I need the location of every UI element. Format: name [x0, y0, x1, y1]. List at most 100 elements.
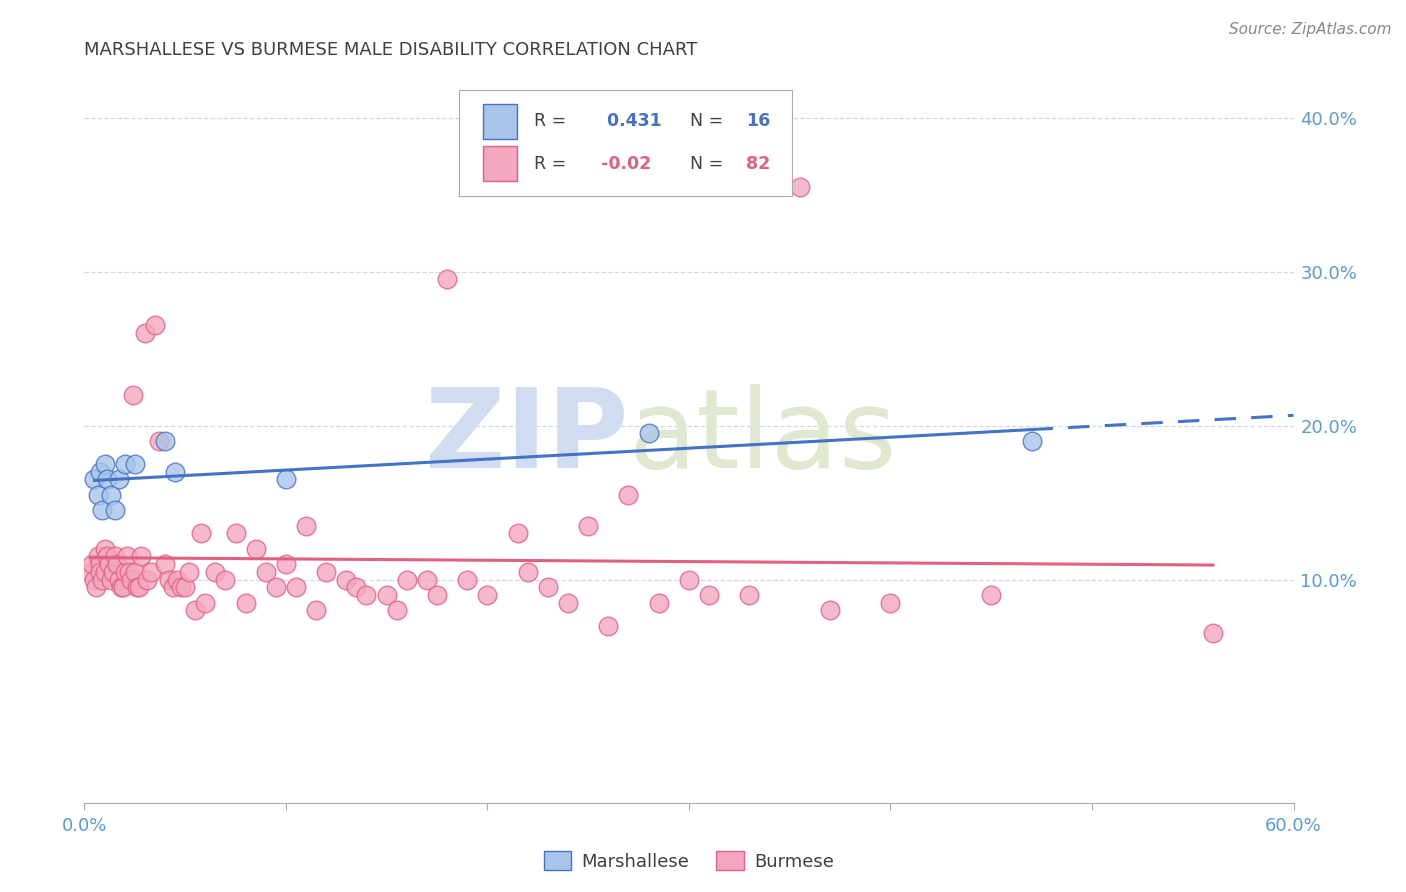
Point — [274, 557, 297, 571]
Point — [125, 580, 148, 594]
Point — [86, 580, 108, 594]
Point — [285, 580, 308, 594]
Text: MARSHALLESE VS BURMESE MALE DISABILITY CORRELATION CHART: MARSHALLESE VS BURMESE MALE DISABILITY C… — [84, 41, 697, 59]
Point — [93, 565, 115, 579]
Point — [214, 573, 236, 587]
Point — [678, 573, 700, 587]
Point — [557, 596, 579, 610]
Point — [111, 580, 134, 594]
Point — [305, 603, 328, 617]
Point — [114, 565, 136, 579]
Point — [335, 573, 357, 587]
Point — [79, 565, 101, 579]
Point — [153, 557, 176, 571]
Text: Source: ZipAtlas.com: Source: ZipAtlas.com — [1229, 22, 1392, 37]
Point — [204, 565, 226, 579]
Point — [121, 388, 143, 402]
Point — [100, 488, 122, 502]
Point — [107, 573, 129, 587]
Point — [235, 596, 257, 610]
Point — [104, 503, 127, 517]
Point — [101, 565, 124, 579]
Point — [516, 565, 538, 579]
Point — [170, 580, 193, 594]
Point — [100, 573, 122, 587]
Point — [105, 557, 128, 571]
Point — [506, 526, 529, 541]
FancyBboxPatch shape — [484, 103, 517, 138]
Point — [617, 488, 640, 502]
Point — [148, 434, 170, 448]
Point — [124, 457, 146, 471]
Point — [315, 565, 337, 579]
Text: atlas: atlas — [628, 384, 897, 491]
Point — [165, 465, 187, 479]
Point — [436, 272, 458, 286]
Point — [980, 588, 1002, 602]
Point — [153, 434, 176, 448]
Point — [91, 503, 114, 517]
Point — [477, 588, 499, 602]
Point — [245, 541, 267, 556]
Point — [426, 588, 449, 602]
Point — [89, 565, 111, 579]
Point — [598, 618, 620, 632]
Point — [139, 565, 162, 579]
Point — [738, 588, 761, 602]
Point — [295, 518, 318, 533]
Legend: Marshallese, Burmese: Marshallese, Burmese — [536, 844, 842, 878]
Text: 82: 82 — [745, 154, 770, 172]
Point — [254, 565, 277, 579]
Point — [456, 573, 478, 587]
Text: R =: R = — [534, 154, 572, 172]
Point — [194, 596, 217, 610]
Point — [83, 573, 105, 587]
Point — [93, 457, 115, 471]
Point — [789, 179, 811, 194]
Point — [91, 573, 114, 587]
Point — [375, 588, 398, 602]
Text: N =: N = — [679, 154, 730, 172]
Point — [637, 426, 659, 441]
Point — [135, 573, 157, 587]
Text: R =: R = — [534, 112, 572, 130]
Point — [166, 573, 188, 587]
Text: 16: 16 — [745, 112, 770, 130]
Point — [114, 457, 136, 471]
Point — [818, 603, 841, 617]
Point — [87, 549, 110, 564]
Point — [190, 526, 212, 541]
Point — [118, 565, 141, 579]
Point — [120, 573, 142, 587]
FancyBboxPatch shape — [460, 90, 792, 195]
Point — [184, 603, 207, 617]
Point — [96, 472, 118, 486]
Point — [104, 549, 127, 564]
Point — [110, 580, 132, 594]
Point — [174, 580, 197, 594]
Point — [96, 549, 118, 564]
Point — [162, 580, 184, 594]
Point — [274, 472, 297, 486]
Text: N =: N = — [679, 112, 730, 130]
Point — [225, 526, 247, 541]
Point — [157, 573, 180, 587]
Point — [129, 549, 152, 564]
Point — [697, 588, 720, 602]
Point — [134, 326, 156, 340]
Point — [128, 580, 150, 594]
FancyBboxPatch shape — [484, 146, 517, 181]
Point — [264, 580, 287, 594]
Text: -0.02: -0.02 — [600, 154, 651, 172]
Point — [416, 573, 439, 587]
Point — [576, 518, 599, 533]
Text: 0.431: 0.431 — [600, 112, 661, 130]
Point — [115, 549, 138, 564]
Point — [124, 565, 146, 579]
Point — [879, 596, 901, 610]
Point — [648, 596, 671, 610]
Point — [93, 541, 115, 556]
Point — [356, 588, 378, 602]
Point — [385, 603, 408, 617]
Point — [89, 465, 111, 479]
